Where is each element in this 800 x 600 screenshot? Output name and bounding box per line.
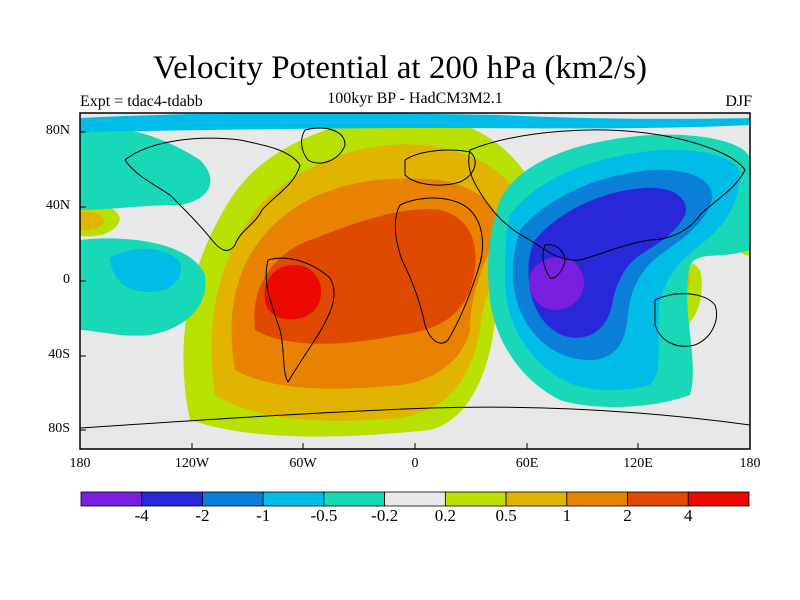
colorbar-swatch [141, 491, 203, 507]
colorbar-swatch [262, 491, 325, 507]
colorbar-swatch [444, 491, 507, 507]
contour-field [80, 113, 750, 449]
colorbar-label: -0.5 [310, 506, 338, 525]
experiment-label: Expt = tdac4-tdabb [80, 93, 203, 110]
colorbar-swatch [323, 491, 386, 507]
lon-label: 60E [515, 456, 539, 471]
colorbar-swatch [687, 491, 750, 507]
map-title: Velocity Potential at 200 hPa (km2/s) [152, 50, 648, 86]
coastlines [80, 127, 750, 429]
lat-label: 80S [48, 421, 70, 436]
colorbar-swatch [566, 491, 628, 507]
axis-ticks [79, 131, 751, 449]
colorbar-label: -1 [256, 506, 271, 525]
colorbar-label: -2 [195, 506, 210, 525]
colorbar-label: 1 [562, 506, 572, 525]
colorbar-label: 4 [684, 506, 693, 525]
colorbar-swatch [505, 491, 568, 507]
colorbar-swatch [80, 491, 143, 507]
lat-label: 0 [63, 272, 70, 287]
colorbar-swatch [202, 491, 264, 507]
lat-label: 40N [45, 198, 70, 213]
lon-label: 120E [623, 456, 653, 471]
colorbar-label: 2 [623, 506, 632, 525]
lon-label: 180 [69, 456, 91, 471]
lat-label: 40S [48, 347, 70, 362]
lon-label: 60W [289, 456, 317, 471]
lon-label: 180 [739, 456, 761, 471]
lon-label: 120W [174, 456, 210, 471]
season-label: DJF [725, 93, 752, 110]
colorbar-label: 0.2 [434, 506, 456, 525]
negative-anomaly-region [80, 113, 750, 407]
colorbar-label: -0.2 [371, 506, 399, 525]
colorbar-label: 0.5 [495, 506, 517, 525]
colorbar-swatch [384, 491, 446, 507]
colorbar-swatch [627, 491, 689, 507]
lat-label: 80N [45, 123, 70, 138]
lon-label: 0 [411, 456, 419, 471]
map-subtitle: 100kyr BP - HadCM3M2.1 [327, 90, 503, 107]
colorbar-label: -4 [134, 506, 149, 525]
colorbar [80, 491, 750, 507]
